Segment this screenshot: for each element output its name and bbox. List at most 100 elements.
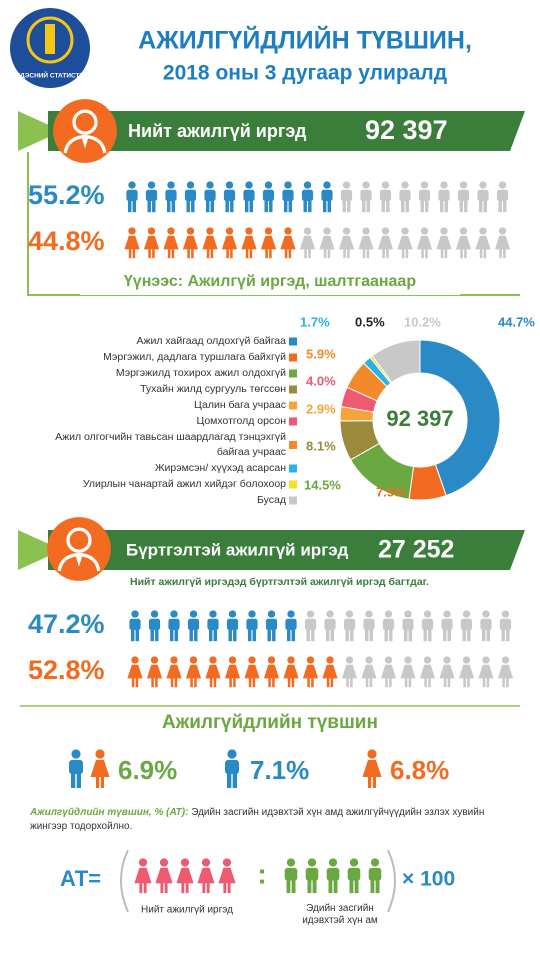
- subtitle: 2018 оны 3 дугаар улиралд: [163, 62, 447, 85]
- person-icon: [439, 656, 455, 688]
- person-icon: [358, 227, 374, 259]
- person-icon: [416, 227, 433, 259]
- person-icon: [360, 181, 372, 213]
- person-icon: [326, 858, 340, 894]
- person-icon: [301, 181, 314, 213]
- slice-label: 44.7%: [498, 314, 535, 329]
- title: АЖИЛГҮЙДЛИЙН ТҮВШИН,: [138, 25, 472, 55]
- person-icon: [460, 610, 473, 642]
- banner-arrow: [18, 530, 62, 570]
- paren: [120, 849, 129, 913]
- person-icon: [477, 181, 489, 213]
- person-icon: [263, 656, 280, 688]
- pictogram: [126, 181, 333, 213]
- person-icon: [347, 858, 361, 894]
- person-icon: [126, 181, 138, 213]
- person-icon: [455, 227, 472, 259]
- icon-female: [90, 749, 110, 788]
- definition: Ажилгүйдлийн түвшин, % (АТ): Эдийн засги…: [30, 806, 510, 834]
- person-icon: [283, 656, 299, 688]
- icon-male: [69, 749, 83, 788]
- slice-label: 5.9%: [306, 346, 336, 361]
- person-icon: [145, 181, 158, 213]
- legend-label: Цалин бага учраас: [193, 399, 286, 411]
- pictogram-rows: 55.2% 44.8%: [28, 180, 511, 259]
- person-icon: [499, 610, 512, 642]
- legend-label: Бусад: [256, 494, 286, 506]
- person-icon: [262, 181, 275, 213]
- person-icon: [324, 610, 336, 642]
- person-icon: [305, 858, 319, 894]
- person-icon: [438, 181, 450, 213]
- logo-text: ҮНДЭСНИЙ СТАТИСТИК: [12, 71, 88, 80]
- pictogram-rest: [304, 610, 512, 642]
- section-subtitle: Нийт ажилгүй иргэдэд бүртгэлтэй ажилгүй …: [130, 576, 429, 588]
- person-icon: [421, 610, 434, 642]
- slice-label: 10.2%: [404, 314, 441, 329]
- person-icon: [400, 656, 416, 688]
- donut-slice: [371, 339, 421, 384]
- legend-swatch: [289, 385, 297, 394]
- rate-male: 7.1%: [250, 755, 309, 785]
- person-icon: [182, 227, 199, 259]
- pictogram-rest: [340, 181, 509, 213]
- banner-value: 27 252: [378, 536, 454, 564]
- legend-label: Мэргэжил, дадлага туршлага байхгүй: [103, 351, 286, 363]
- person-icon: [397, 227, 413, 259]
- person-icon: [457, 181, 470, 213]
- person-icon: [475, 227, 491, 259]
- person-icon: [221, 227, 238, 259]
- person-icon: [402, 610, 414, 642]
- section-title: Ажилгүйдлийн түвшин: [162, 712, 378, 733]
- person-icon: [223, 181, 236, 213]
- person-icon: [494, 227, 511, 259]
- donut-slice: [419, 339, 501, 497]
- pictogram: [129, 610, 297, 642]
- person-icon: [363, 610, 375, 642]
- slice-label: 1.7%: [300, 314, 330, 329]
- person-icon: [340, 181, 353, 213]
- person-icon: [241, 227, 257, 259]
- donut-center: 92 397: [386, 406, 453, 431]
- person-icon: [322, 656, 338, 688]
- avatar: [46, 516, 112, 582]
- legend-swatch: [289, 401, 297, 410]
- pictogram: [124, 227, 296, 259]
- person-icon: [458, 656, 475, 688]
- person-icon: [134, 858, 152, 894]
- person-icon: [163, 227, 179, 259]
- legend-swatch: [289, 441, 297, 449]
- legend-label: Ажил хайгаад олдохгүй байгаа: [136, 335, 286, 347]
- legend-swatch: [289, 417, 297, 426]
- person-icon: [368, 858, 382, 894]
- person-icon: [496, 181, 509, 213]
- legend-label: Тухайн жилд сургууль төгссөн: [140, 383, 286, 395]
- formula-lhs: АТ=: [60, 866, 101, 891]
- row-percent: 52.8%: [28, 655, 105, 685]
- person-icon: [280, 227, 296, 259]
- person-icon: [419, 656, 436, 688]
- slice-label: 4.0%: [306, 373, 336, 388]
- person-icon: [304, 610, 317, 642]
- person-icon: [124, 227, 140, 259]
- person-icon: [165, 181, 177, 213]
- slice-label: 8.1%: [306, 438, 336, 453]
- rate-total: 6.9%: [118, 755, 177, 785]
- person-icon: [379, 181, 392, 213]
- legend-swatch: [289, 496, 297, 505]
- person-icon: [343, 610, 356, 642]
- person-icon: [377, 227, 394, 259]
- person-icon: [441, 610, 453, 642]
- definition-term: Ажилгүйдлийн түвшин, % (АТ):: [30, 807, 189, 818]
- avatar: [52, 98, 118, 164]
- person-icon: [129, 610, 141, 642]
- subtitle-bg: [80, 269, 460, 295]
- person-icon: [399, 181, 411, 213]
- person-icon: [168, 610, 180, 642]
- numerator-icons: [134, 858, 236, 894]
- person-icon: [299, 227, 316, 259]
- person-icon: [224, 656, 241, 688]
- person-icon: [265, 610, 278, 642]
- person-icon: [246, 610, 258, 642]
